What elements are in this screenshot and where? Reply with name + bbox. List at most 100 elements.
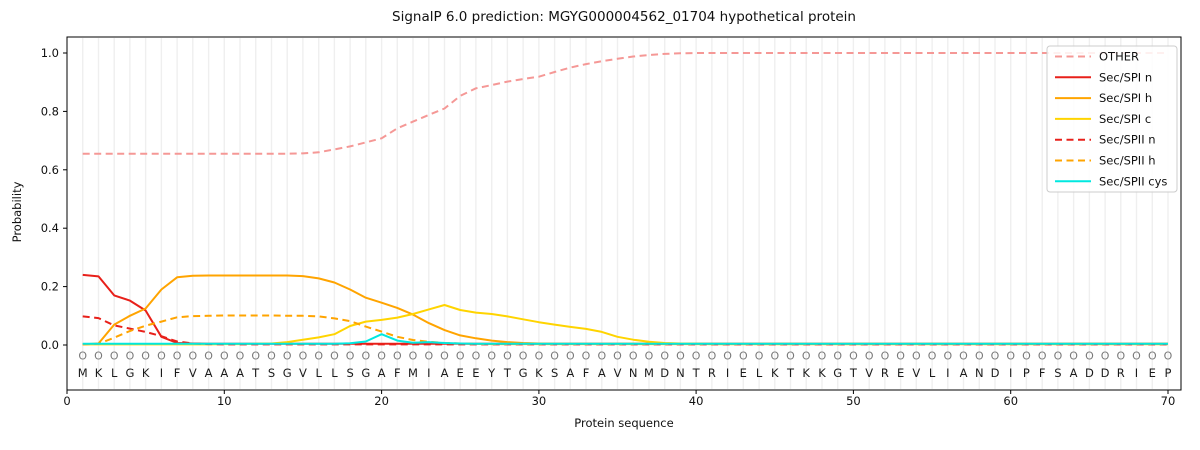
sequence-letter: G: [125, 366, 134, 380]
legend-item: Sec/SPI c: [1055, 112, 1151, 126]
sequence-letter: L: [756, 366, 763, 380]
sequence-letter: I: [427, 366, 430, 380]
position-label: O: [361, 350, 370, 363]
legend-box: [1046, 45, 1178, 193]
series-sec-spi-h: [82, 274, 1168, 346]
sequence-letter: M: [644, 366, 654, 380]
x-tick-label: 50: [846, 394, 861, 408]
sequence-letter: G: [833, 366, 842, 380]
sequence-letter: T: [503, 366, 512, 380]
sequence-letter: I: [160, 366, 163, 380]
series-other: [82, 52, 1168, 155]
y-tick-label: 1.0: [41, 46, 59, 60]
position-label: O: [660, 350, 669, 363]
grid-lines: [81, 38, 1169, 389]
sequence-letter: V: [299, 366, 307, 380]
legend-label: Sec/SPII h: [1099, 154, 1156, 168]
sequence-letter: R: [708, 366, 716, 380]
position-label: O: [377, 350, 386, 363]
sequence-letter: A: [598, 366, 606, 380]
position-label: O: [1069, 350, 1078, 363]
position-label: O: [251, 350, 260, 363]
position-label: O: [141, 350, 150, 363]
position-label: O: [535, 350, 544, 363]
position-label: O: [78, 350, 87, 363]
position-label: O: [566, 350, 575, 363]
position-label: O: [770, 350, 779, 363]
position-label: O: [173, 350, 182, 363]
position-label: O: [912, 350, 921, 363]
position-label: O: [1101, 350, 1110, 363]
position-label: O: [472, 350, 481, 363]
position-label: O: [157, 350, 166, 363]
sequence-letter: D: [1085, 366, 1094, 380]
position-label: O: [220, 350, 229, 363]
legend-label: Sec/SPII cys: [1099, 174, 1167, 188]
position-label: O: [330, 350, 339, 363]
legend-label: Sec/SPII n: [1099, 133, 1156, 147]
plot-frame: [66, 36, 1182, 391]
position-label: O: [629, 350, 638, 363]
position-label: O: [283, 350, 292, 363]
sequence-letter: K: [802, 366, 810, 380]
position-label: O: [550, 350, 559, 363]
x-axis-ticks: 0 10 20 30 40 50 60 70: [63, 390, 1175, 408]
sequence-letter: T: [251, 366, 260, 380]
x-tick-label: 10: [217, 394, 232, 408]
sequence-letter: G: [361, 366, 370, 380]
sequence-letter: G: [519, 366, 528, 380]
legend-item: Sec/SPII h: [1055, 154, 1156, 168]
position-label: O: [881, 350, 890, 363]
sequence-letter: K: [771, 366, 779, 380]
sequence-letter: A: [236, 366, 244, 380]
sequence-letter: F: [394, 366, 401, 380]
position-label: O: [739, 350, 748, 363]
y-tick-label: 0.8: [41, 104, 59, 118]
sequence-letter: K: [818, 366, 826, 380]
position-label: O: [1022, 350, 1031, 363]
legend-label: Sec/SPI n: [1099, 70, 1152, 84]
legend-label: Sec/SPI h: [1099, 91, 1152, 105]
sequence-letter: Y: [487, 366, 496, 380]
position-label: O: [519, 350, 528, 363]
position-label: O: [1148, 350, 1157, 363]
sequence-letter: F: [174, 366, 181, 380]
sequence-letter: E: [472, 366, 479, 380]
position-label: O: [487, 350, 496, 363]
position-label: O: [503, 350, 512, 363]
sequence-letter: V: [865, 366, 873, 380]
position-label: O: [708, 350, 717, 363]
sequence-letter: L: [111, 366, 118, 380]
position-label: O: [943, 350, 952, 363]
position-label: O: [1054, 350, 1063, 363]
sequence-letter: A: [220, 366, 228, 380]
sequence-letter: S: [551, 366, 558, 380]
y-tick-label: 0.2: [41, 280, 59, 294]
y-tick-label: 0.4: [41, 221, 59, 235]
y-axis-ticks: 0.0 0.2 0.4 0.6 0.8 1.0: [41, 46, 67, 352]
sequence-letter: T: [692, 366, 701, 380]
y-tick-label: 0.6: [41, 163, 59, 177]
sequence-letter: T: [849, 366, 858, 380]
sequence-letter: E: [457, 366, 464, 380]
sequence-letter: L: [331, 366, 338, 380]
position-label: O: [645, 350, 654, 363]
legend-item: Sec/SPI n: [1055, 70, 1152, 84]
sequence-letter: K: [535, 366, 543, 380]
position-label: O: [204, 350, 213, 363]
sequence-letter: K: [95, 366, 103, 380]
series-sec-spii-cys: [82, 333, 1168, 345]
position-label: O: [755, 350, 764, 363]
sequence-letter: V: [912, 366, 920, 380]
position-label: O: [959, 350, 968, 363]
legend-item: Sec/SPII n: [1055, 133, 1156, 147]
position-label: O: [94, 350, 103, 363]
legend-item: OTHER: [1055, 50, 1139, 64]
legend-label: Sec/SPI c: [1099, 112, 1151, 126]
position-label: O: [1116, 350, 1125, 363]
sequence-letter: L: [929, 366, 936, 380]
x-tick-label: 30: [532, 394, 547, 408]
